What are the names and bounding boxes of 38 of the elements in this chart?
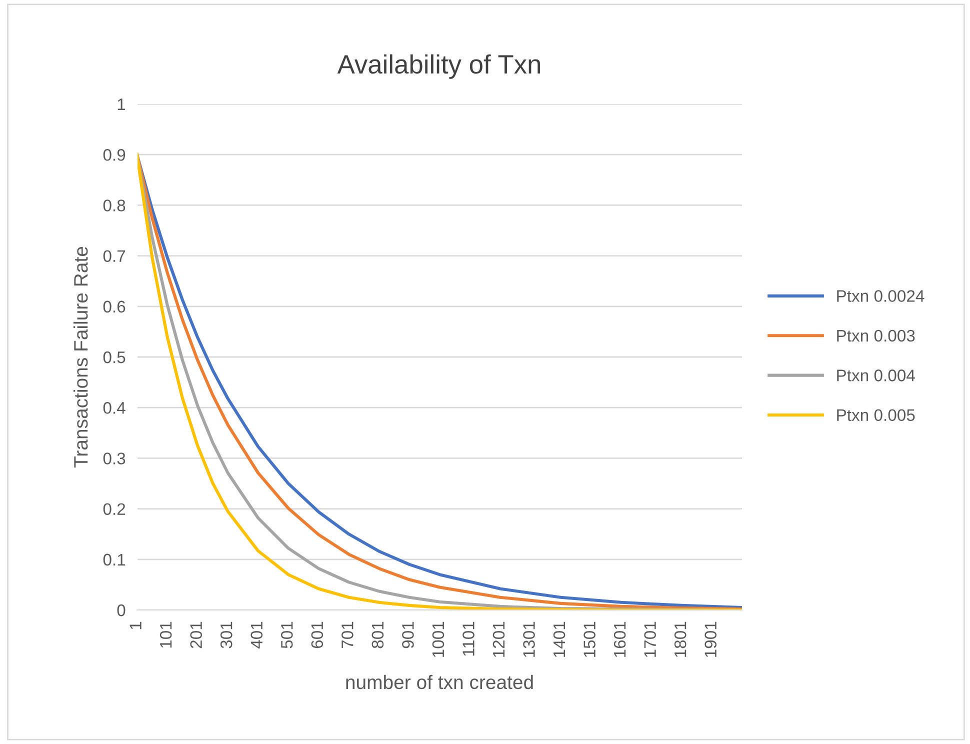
legend-label: Ptxn 0.004 [837, 370, 915, 382]
x-tick-label: 601 [311, 622, 324, 648]
legend-label: Ptxn 0.003 [837, 330, 915, 342]
y-tick-label: 0.6 [103, 300, 126, 313]
y-tick-label: 0.1 [103, 554, 126, 566]
x-tick-label: 401 [250, 622, 263, 649]
y-tick-label: 0.3 [103, 452, 126, 464]
x-tick-label: 1801 [674, 622, 686, 657]
x-tick-label: 501 [281, 622, 293, 648]
legend-label: Ptxn 0.0024 [837, 290, 924, 302]
x-tick-label: 801 [372, 622, 384, 648]
y-tick-label: 0.2 [103, 503, 126, 516]
x-tick-label: 1201 [492, 622, 505, 657]
x-tick-label: 101 [160, 622, 172, 648]
legend-label: Ptxn 0.005 [837, 409, 915, 422]
y-tick-label: 1 [118, 98, 126, 110]
x-tick-label: 701 [342, 622, 354, 648]
y-tick-label: 0.5 [103, 351, 126, 364]
x-tick-label: 301 [220, 622, 232, 648]
x-tick-label: 201 [190, 622, 202, 648]
y-tick-label: 0.7 [103, 250, 126, 262]
x-axis-title: number of txn created [346, 674, 533, 690]
x-tick-label: 1901 [704, 622, 717, 657]
x-tick-label: 1 [130, 622, 142, 630]
x-tick-label: 901 [402, 622, 414, 648]
x-tick-label: 1701 [644, 622, 656, 657]
y-tick-label: 0.8 [103, 200, 126, 212]
x-tick-label: 1601 [614, 622, 626, 657]
y-tick-label: 0.9 [103, 149, 126, 161]
x-tick-label: 1001 [432, 622, 444, 657]
chart-title: Availability of Txn [337, 54, 540, 79]
y-tick-label: 0 [117, 604, 126, 616]
x-tick-label: 1101 [462, 622, 474, 656]
x-tick-label: 1501 [584, 622, 596, 657]
x-tick-label: 1401 [553, 622, 566, 657]
y-axis-title: Transactions Failure Rate [73, 246, 88, 468]
x-tick-label: 1301 [523, 622, 535, 657]
y-tick-label: 0.4 [103, 402, 126, 414]
